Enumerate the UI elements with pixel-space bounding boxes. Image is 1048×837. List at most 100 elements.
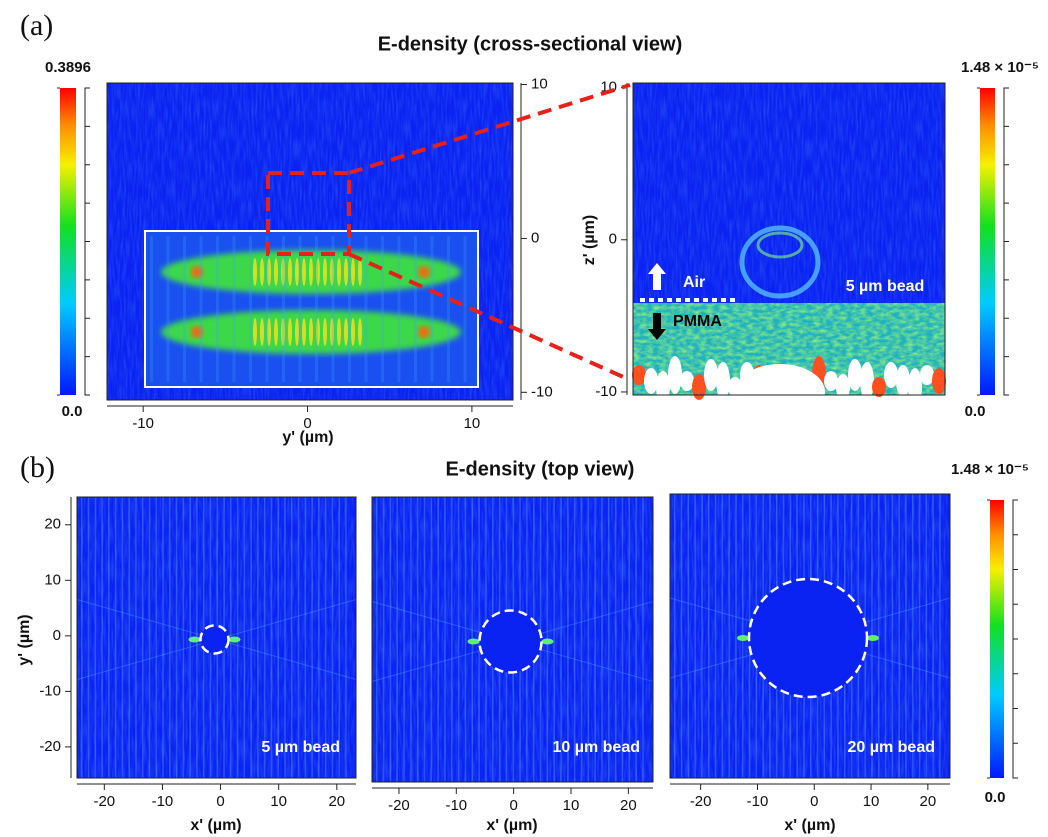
- stripe: [464, 497, 467, 782]
- stripe: [162, 497, 164, 778]
- stripe: [324, 497, 327, 778]
- y-tick-label: 20: [44, 516, 61, 533]
- stripe: [694, 494, 696, 778]
- annotation: 10 µm bead: [553, 739, 640, 756]
- stripe: [150, 236, 153, 382]
- stripe: [243, 497, 246, 778]
- stripe: [905, 494, 907, 778]
- y-tick-label: -10: [595, 383, 617, 400]
- stripe: [284, 497, 286, 778]
- stripe: [216, 236, 219, 382]
- annotation: 5 µm bead: [846, 278, 925, 295]
- y-axis-label: z' (µm): [581, 215, 598, 265]
- stripe: [430, 497, 433, 782]
- stripe: [250, 497, 252, 778]
- hot-blob: [656, 371, 670, 403]
- stripe: [614, 497, 617, 782]
- field-spot: [274, 318, 278, 346]
- field-spot: [281, 318, 285, 346]
- heatmap-panel: [632, 82, 946, 420]
- stripe: [175, 497, 178, 778]
- stripe: [635, 497, 637, 782]
- stripe: [155, 497, 158, 778]
- colorbar: [980, 88, 995, 395]
- chart-title: E-density (top view): [446, 458, 635, 480]
- y-tick-label: -20: [39, 738, 61, 755]
- x-tick-label: -10: [132, 415, 154, 432]
- heatmap-panel: [669, 493, 951, 779]
- stripe: [939, 494, 941, 778]
- hot-spot: [191, 326, 203, 338]
- hot-blob: [692, 374, 706, 400]
- stripe: [298, 236, 302, 382]
- stripe: [573, 497, 576, 782]
- hot-blob: [896, 365, 910, 397]
- stripe: [601, 497, 603, 782]
- field-spot: [351, 258, 355, 286]
- plot-frame: [371, 496, 654, 783]
- x-axis-label: x' (µm): [190, 817, 241, 834]
- x-tick-label: 0: [303, 415, 311, 432]
- stripe: [331, 236, 335, 382]
- hot-blob: [848, 359, 862, 391]
- stripe: [199, 236, 203, 382]
- annotation: PMMA: [673, 313, 722, 330]
- stripe: [932, 494, 934, 778]
- stripe: [345, 497, 347, 778]
- stripe: [918, 494, 921, 778]
- stripe: [628, 497, 631, 782]
- stripe: [884, 494, 887, 778]
- stripe: [249, 236, 252, 382]
- field-spot: [344, 258, 348, 286]
- stripe: [232, 236, 236, 382]
- hot-blob: [824, 371, 838, 391]
- hot-blob: [644, 368, 658, 394]
- stripe: [898, 494, 900, 778]
- x-tick-label: 10: [464, 415, 481, 432]
- stripe: [381, 236, 384, 382]
- stripe: [567, 497, 569, 782]
- hot-blob: [920, 365, 934, 385]
- stripe: [257, 497, 259, 778]
- edge-spot: [188, 636, 201, 643]
- stripe: [277, 497, 279, 778]
- edge-spot: [867, 635, 879, 641]
- edge-spot: [541, 638, 554, 645]
- stripe: [423, 497, 426, 782]
- x-tick-label: 20: [920, 793, 937, 810]
- stripe: [397, 236, 401, 382]
- stripe: [594, 497, 596, 782]
- stripe: [265, 236, 269, 382]
- y-tick-label: 0: [531, 229, 539, 246]
- stripe: [182, 497, 185, 778]
- field-spot: [323, 318, 327, 346]
- colorbar-label: 0.0: [985, 789, 1006, 806]
- field-spot: [295, 318, 299, 346]
- field-spot: [267, 258, 271, 286]
- field-spot: [253, 258, 257, 286]
- y-axis-label: y' (µm): [16, 614, 33, 665]
- colorbar: [60, 88, 76, 395]
- field-spot: [309, 258, 313, 286]
- plot-frame: [669, 493, 951, 779]
- stripe: [414, 236, 417, 382]
- stripe: [108, 497, 110, 778]
- x-tick-label: -10: [747, 793, 769, 810]
- stripe: [270, 497, 273, 778]
- stripe: [364, 236, 368, 382]
- hot-blob: [884, 362, 898, 388]
- bead-outline: [199, 624, 230, 655]
- stripe: [680, 494, 683, 778]
- field-spot: [358, 258, 362, 286]
- edge-spot: [737, 635, 749, 641]
- panel-label: (b): [20, 451, 55, 484]
- field-spot: [281, 258, 285, 286]
- bead-outline: [747, 577, 869, 699]
- stripe: [318, 497, 320, 778]
- annotation: 20 µm bead: [848, 739, 935, 756]
- stripe: [282, 236, 285, 382]
- hot-blob: [932, 368, 946, 394]
- x-axis-label: x' (µm): [486, 817, 537, 834]
- colorbar-label: 0.3896: [45, 59, 91, 76]
- stripe: [396, 497, 398, 782]
